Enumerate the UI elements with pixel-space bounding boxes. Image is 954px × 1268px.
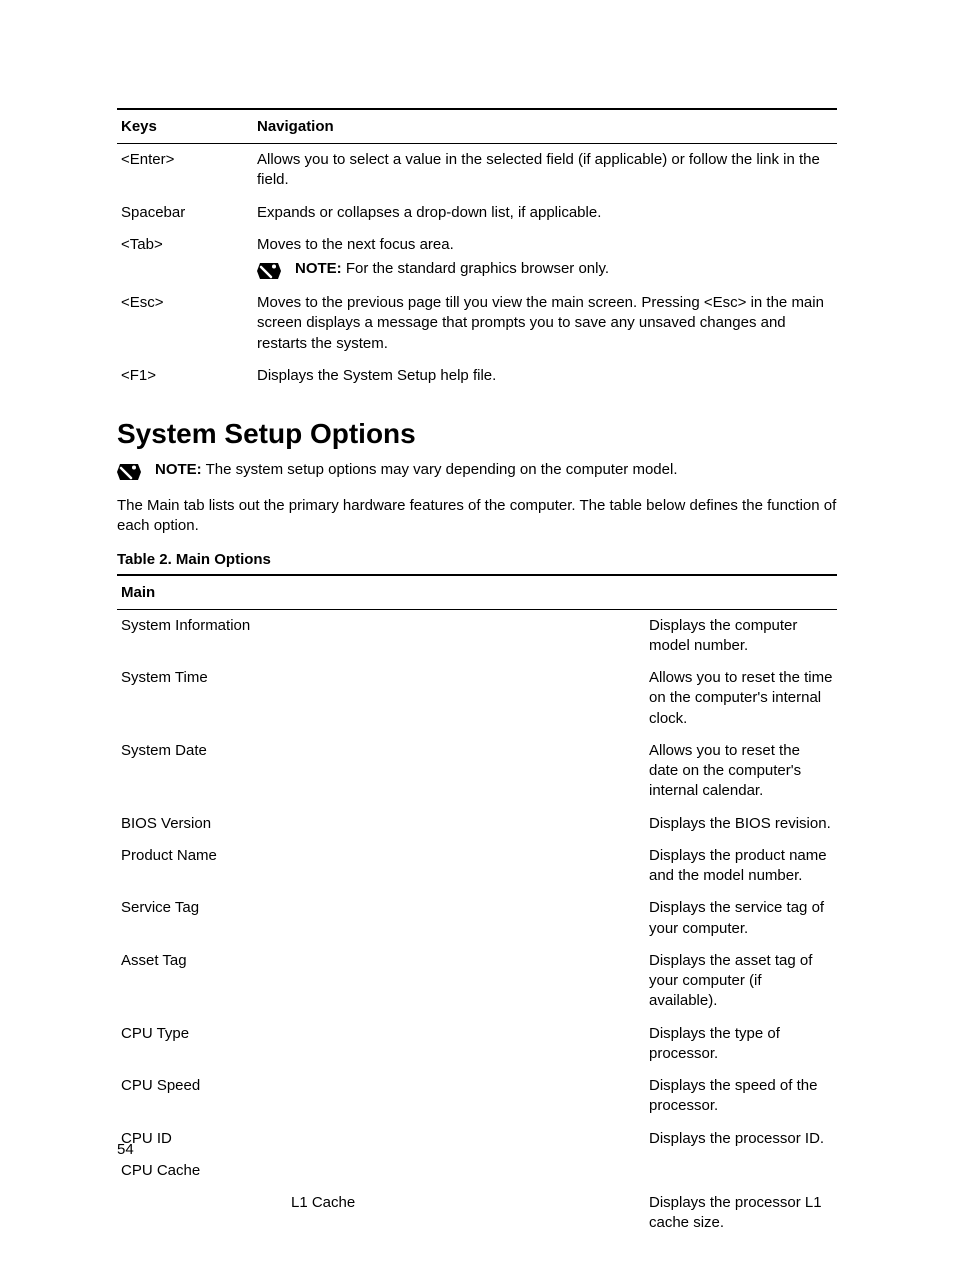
note-label: NOTE: (155, 461, 202, 478)
key-cell: <Tab> (117, 229, 253, 287)
option-name-cell: System Date (117, 735, 645, 808)
note-body: NOTE: The system setup options may vary … (155, 460, 678, 480)
option-desc-cell: Allows you to reset the date on the comp… (645, 735, 837, 808)
table-row: BIOS VersionDisplays the BIOS revision. (117, 808, 837, 840)
option-name-cell: Asset Tag (117, 945, 645, 1018)
note-icon (117, 462, 141, 482)
key-cell: Spacebar (117, 197, 253, 229)
note-text: For the standard graphics browser only. (342, 260, 609, 277)
table-row: System DateAllows you to reset the date … (117, 735, 837, 808)
note-body: NOTE: For the standard graphics browser … (295, 259, 609, 279)
option-name-cell: System Information (117, 609, 645, 662)
table-row: Product NameDisplays the product name an… (117, 840, 837, 893)
option-desc-cell: Displays the computer model number. (645, 609, 837, 662)
table-row: CPU TypeDisplays the type of processor. (117, 1018, 837, 1071)
option-name-cell: CPU Speed (117, 1070, 645, 1123)
section-heading: System Setup Options (117, 418, 837, 450)
table-row: CPU Cache (117, 1155, 837, 1187)
table-row: System InformationDisplays the computer … (117, 609, 837, 662)
table-row: <Enter> Allows you to select a value in … (117, 144, 837, 197)
key-cell: <Enter> (117, 144, 253, 197)
option-desc-cell (645, 1155, 837, 1187)
table-row: CPU IDDisplays the processor ID. (117, 1123, 837, 1155)
option-desc-cell: Displays the product name and the model … (645, 840, 837, 893)
table-row: Asset TagDisplays the asset tag of your … (117, 945, 837, 1018)
table-header-row: Main (117, 575, 837, 610)
table-row: <F1> Displays the System Setup help file… (117, 360, 837, 392)
desc-cell: Moves to the previous page till you view… (253, 287, 837, 360)
table-caption: Table 2. Main Options (117, 551, 837, 568)
section-note-block: NOTE: The system setup options may vary … (117, 460, 837, 482)
note-row: NOTE: For the standard graphics browser … (257, 259, 833, 281)
option-name-cell: CPU Type (117, 1018, 645, 1071)
option-name-cell: System Time (117, 662, 645, 735)
option-desc-cell: Displays the BIOS revision. (645, 808, 837, 840)
key-cell: <F1> (117, 360, 253, 392)
table-row: Service TagDisplays the service tag of y… (117, 892, 837, 945)
table-header-row: Keys Navigation (117, 109, 837, 144)
option-desc-cell: Displays the asset tag of your computer … (645, 945, 837, 1018)
note-icon (257, 261, 281, 281)
note-label: NOTE: (295, 260, 342, 277)
option-name-cell: L1 Cache (117, 1187, 645, 1240)
option-desc-cell: Displays the type of processor. (645, 1018, 837, 1071)
table-row: System TimeAllows you to reset the time … (117, 662, 837, 735)
page-number: 54 (117, 1141, 134, 1158)
option-desc-cell: Allows you to reset the time on the comp… (645, 662, 837, 735)
option-desc-cell: Displays the processor L1 cache size. (645, 1187, 837, 1240)
main-options-table: Main System InformationDisplays the comp… (117, 574, 837, 1240)
option-desc-cell: Displays the speed of the processor. (645, 1070, 837, 1123)
table-row: Spacebar Expands or collapses a drop-dow… (117, 197, 837, 229)
tab-desc-text: Moves to the next focus area. (257, 235, 833, 255)
table-row: <Tab> Moves to the next focus area. (117, 229, 837, 287)
option-name-cell: CPU ID (117, 1123, 645, 1155)
desc-cell: Expands or collapses a drop-down list, i… (253, 197, 837, 229)
table-row: <Esc> Moves to the previous page till yo… (117, 287, 837, 360)
intro-paragraph: The Main tab lists out the primary hardw… (117, 496, 837, 537)
main-header-cell: Main (117, 575, 837, 610)
desc-cell: Moves to the next focus area. NOTE: For … (253, 229, 837, 287)
navigation-header-cell: Navigation (253, 109, 837, 144)
option-name-cell: BIOS Version (117, 808, 645, 840)
desc-cell: Allows you to select a value in the sele… (253, 144, 837, 197)
keys-navigation-table: Keys Navigation <Enter> Allows you to se… (117, 108, 837, 392)
option-desc-cell: Displays the service tag of your compute… (645, 892, 837, 945)
option-name-cell: Service Tag (117, 892, 645, 945)
keys-header-cell: Keys (117, 109, 253, 144)
option-name-cell: CPU Cache (117, 1155, 645, 1187)
option-desc-cell: Displays the processor ID. (645, 1123, 837, 1155)
option-name-cell: Product Name (117, 840, 645, 893)
desc-cell: Displays the System Setup help file. (253, 360, 837, 392)
table-row: L1 CacheDisplays the processor L1 cache … (117, 1187, 837, 1240)
key-cell: <Esc> (117, 287, 253, 360)
table-row: CPU SpeedDisplays the speed of the proce… (117, 1070, 837, 1123)
document-page: Keys Navigation <Enter> Allows you to se… (0, 0, 954, 1268)
note-text: The system setup options may vary depend… (202, 461, 678, 478)
